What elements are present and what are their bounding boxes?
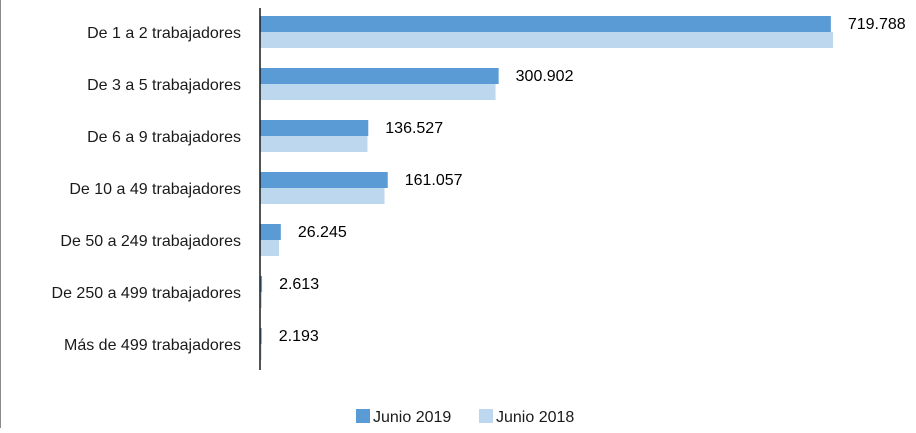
data-label-cat-1: 300.902 <box>516 68 574 85</box>
data-label-cat-6: 2.193 <box>279 328 319 345</box>
legend-swatch-junio-2019 <box>356 409 370 423</box>
data-label-cat-4: 26.245 <box>298 224 347 241</box>
bars-layer <box>260 16 834 360</box>
bar-series-0-cat-4 <box>260 224 281 240</box>
category-label-cat-4: De 50 a 249 trabajadores <box>60 233 241 250</box>
labels-layer: De 1 a 2 trabajadores 719.788 De 3 a 5 tra… <box>52 16 906 354</box>
bar-series-1-cat-3 <box>260 188 385 204</box>
bar-series-0-cat-1 <box>260 68 499 84</box>
category-label-cat-3: De 10 a 49 trabajadores <box>69 181 241 198</box>
category-label-cat-5: De 250 a 499 trabajadores <box>52 285 241 302</box>
bar-series-0-cat-6 <box>260 328 262 344</box>
bar-series-1-cat-2 <box>260 136 368 152</box>
data-label-cat-5: 2.613 <box>279 276 319 293</box>
legend-label-junio-2019: Junio 2019 <box>373 409 451 426</box>
legend-label-junio-2018: Junio 2018 <box>496 409 574 426</box>
data-label-cat-0: 719.788 <box>848 16 906 33</box>
bar-series-0-cat-0 <box>260 16 831 32</box>
category-label-cat-0: De 1 a 2 trabajadores <box>87 25 241 42</box>
category-label-cat-2: De 6 a 9 trabajadores <box>87 129 241 146</box>
bar-series-0-cat-3 <box>260 172 388 188</box>
bar-series-1-cat-1 <box>260 84 496 100</box>
bar-series-1-cat-0 <box>260 32 834 48</box>
legend: Junio 2019 Junio 2018 <box>356 409 574 426</box>
bar-series-1-cat-4 <box>260 240 280 256</box>
bar-series-0-cat-5 <box>260 276 263 292</box>
category-label-cat-6: Más de 499 trabajadores <box>64 337 241 354</box>
bar-series-0-cat-2 <box>260 120 369 136</box>
data-label-cat-3: 161.057 <box>405 172 463 189</box>
data-label-cat-2: 136.527 <box>385 120 443 137</box>
bar-series-1-cat-5 <box>260 292 262 308</box>
category-label-cat-1: De 3 a 5 trabajadores <box>87 77 241 94</box>
legend-swatch-junio-2018 <box>479 409 493 423</box>
bar-series-1-cat-6 <box>260 344 262 360</box>
